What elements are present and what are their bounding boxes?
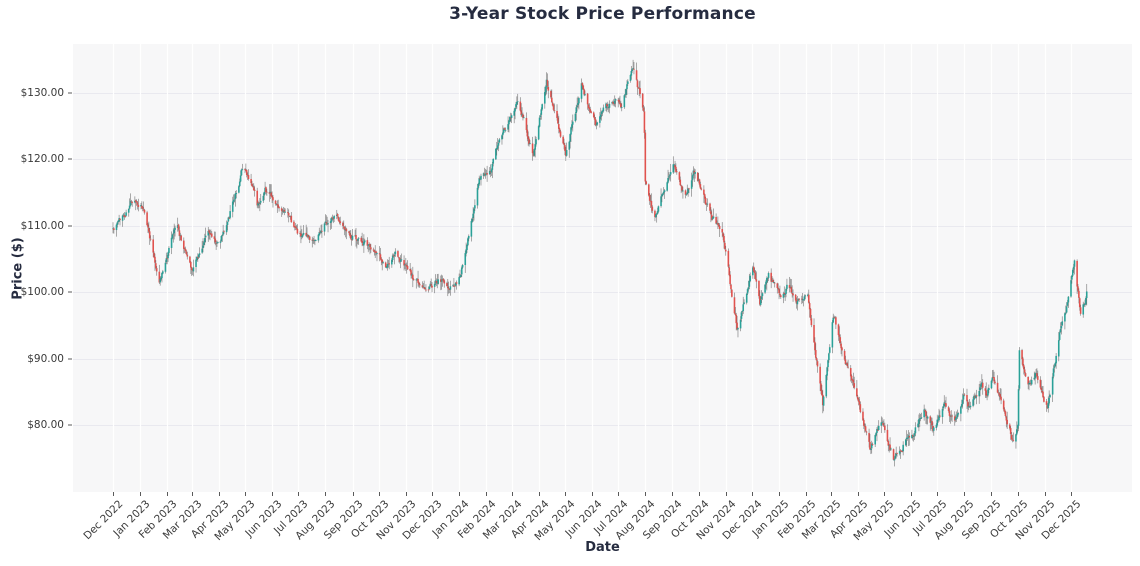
plot-area <box>73 44 1132 492</box>
y-tick-mark <box>68 225 72 227</box>
x-tick-mark <box>298 492 300 496</box>
x-tick-mark <box>218 492 220 496</box>
x-tick-mark <box>645 492 647 496</box>
x-tick-mark <box>486 492 488 496</box>
x-tick-mark <box>244 492 246 496</box>
x-tick-mark <box>378 492 380 496</box>
x-tick-mark <box>432 492 434 496</box>
y-tick-label: $110.00 <box>20 219 64 232</box>
y-tick-label: $130.00 <box>20 87 64 99</box>
x-tick-mark <box>113 492 114 496</box>
x-tick-mark <box>1044 492 1046 496</box>
y-tick-mark <box>68 92 72 94</box>
x-tick-mark <box>883 492 885 496</box>
x-tick-mark <box>779 492 781 496</box>
x-tick-mark <box>511 492 513 496</box>
x-tick-mark <box>1071 492 1072 496</box>
x-tick-mark <box>459 492 461 496</box>
y-tick-label: $100.00 <box>20 286 64 299</box>
x-tick-mark <box>751 492 753 496</box>
x-tick-mark <box>405 492 407 496</box>
y-tick-mark <box>68 424 72 426</box>
x-tick-mark <box>272 492 274 496</box>
x-tick-mark <box>806 492 808 496</box>
x-tick-mark <box>911 492 913 496</box>
y-tick-label: $120.00 <box>20 153 64 166</box>
x-tick-mark <box>937 492 939 496</box>
x-tick-mark <box>991 492 993 496</box>
x-tick-mark <box>592 492 593 496</box>
x-tick-mark <box>140 492 142 496</box>
chart-title: 3-Year Stock Price Performance <box>449 4 756 24</box>
y-tick-mark <box>68 158 72 160</box>
y-tick-mark <box>68 358 72 360</box>
y-tick-mark <box>68 291 72 293</box>
x-tick-mark <box>167 492 169 496</box>
x-tick-mark <box>672 492 674 496</box>
x-axis-label: Date <box>585 540 620 555</box>
x-tick-mark <box>538 492 540 496</box>
x-tick-mark <box>564 492 566 496</box>
x-tick-mark <box>830 492 832 496</box>
x-tick-mark <box>964 492 966 496</box>
x-tick-mark <box>191 492 193 496</box>
x-tick-mark <box>1017 492 1019 496</box>
x-tick-mark <box>325 492 327 496</box>
x-tick-mark <box>857 492 859 496</box>
x-tick-mark <box>725 492 727 496</box>
y-tick-label: $90.00 <box>27 352 64 365</box>
candlestick-canvas <box>73 44 1132 492</box>
x-tick-mark <box>352 492 354 496</box>
x-tick-mark <box>698 492 700 496</box>
y-tick-label: $80.00 <box>27 419 64 431</box>
x-tick-mark <box>618 492 620 496</box>
